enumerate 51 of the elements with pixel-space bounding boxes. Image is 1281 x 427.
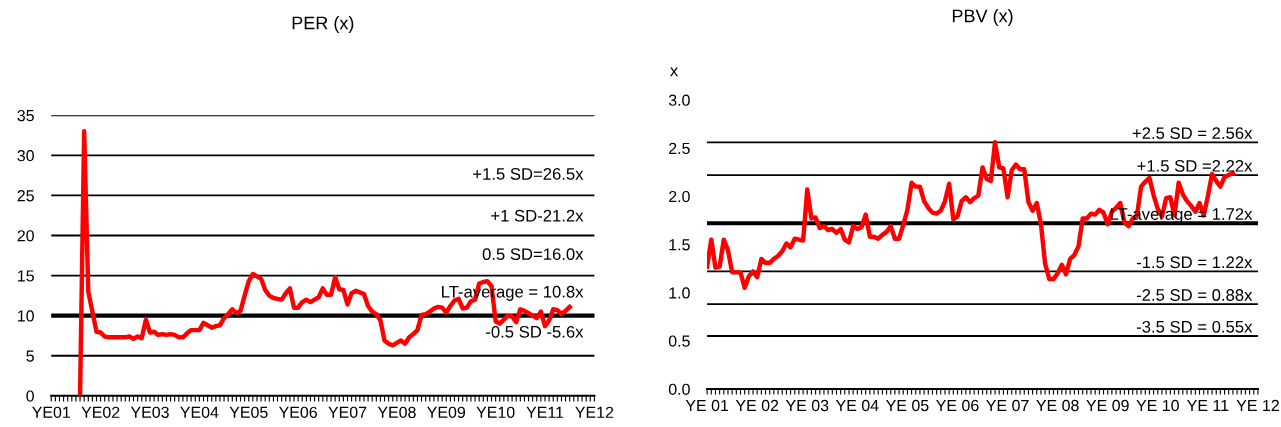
x-tick-label: YE09 [427, 406, 466, 418]
x-tick-label: YE06 [278, 406, 317, 418]
x-tick-label: YE 10 [1136, 399, 1179, 412]
x-tick-label: YE05 [229, 406, 268, 418]
annotation: 0.5 SD=16.0x [482, 248, 584, 261]
y-tick-label: 5 [26, 350, 34, 362]
x-tick-label: YE 04 [835, 399, 879, 412]
x-tick-label: YE 03 [785, 399, 829, 412]
ref-line-label: +1.5 SD =2.22x [1137, 159, 1253, 172]
x-tick-label: YE03 [130, 406, 169, 418]
x-tick-label: YE 09 [1086, 399, 1129, 412]
y-tick-label: 2.5 [669, 142, 690, 155]
y-tick-label: 0 [26, 390, 34, 402]
ref-line-label: -1.5 SD = 1.22x [1136, 256, 1253, 269]
x-tick-label: YE 01 [685, 399, 729, 412]
x-tick-label: YE 12 [1236, 399, 1279, 411]
x-tick-label: YE08 [377, 406, 416, 418]
x-tick-label: YE02 [81, 406, 120, 418]
y-tick-label: 2.0 [669, 190, 690, 203]
y-tick-label: 3.0 [668, 94, 690, 106]
y-tick-label: 1.0 [669, 287, 690, 299]
y-tick-label: 15 [18, 270, 34, 282]
annotation: +1 SD-21.2x [491, 209, 584, 222]
y-axis-title: x [670, 67, 679, 77]
annotation: +1.5 SD=26.5x [473, 168, 584, 180]
y-tick-label: 25 [17, 190, 34, 202]
y-tick-label: 0.5 [668, 335, 690, 347]
ref-line-label: -2.5 SD = 0.88x [1136, 289, 1253, 301]
x-tick-label: YE 05 [886, 399, 929, 412]
x-tick-label: YE 02 [735, 399, 779, 412]
x-tick-label: YE04 [180, 406, 219, 418]
y-tick-label: 1.5 [669, 239, 690, 251]
annotation: -0.5 SD -5.6x [486, 325, 584, 338]
chart-title: PER (x) [292, 16, 354, 33]
y-tick-label: 30 [17, 150, 34, 162]
x-tick-label: YE 11 [1187, 400, 1229, 411]
x-tick-label: YE 08 [1036, 399, 1079, 412]
ref-line-label: +2.5 SD = 2.56x [1132, 127, 1253, 140]
y-tick-label: 35 [17, 109, 34, 122]
x-tick-label: YE11 [526, 406, 564, 418]
chart-title: PBV (x) [952, 9, 1013, 26]
x-tick-label: YE01 [32, 406, 70, 418]
y-tick-label: 20 [17, 230, 34, 242]
x-tick-label: YE12 [575, 406, 614, 418]
x-tick-label: YE 07 [986, 399, 1029, 412]
y-tick-label: 0.0 [668, 383, 690, 395]
y-tick-label: 10 [18, 310, 34, 322]
x-tick-label: YE07 [328, 406, 367, 418]
ref-line-label: -3.5 SD = 0.55x [1136, 320, 1253, 333]
x-tick-label: YE 06 [936, 399, 979, 412]
x-tick-label: YE10 [476, 406, 515, 418]
